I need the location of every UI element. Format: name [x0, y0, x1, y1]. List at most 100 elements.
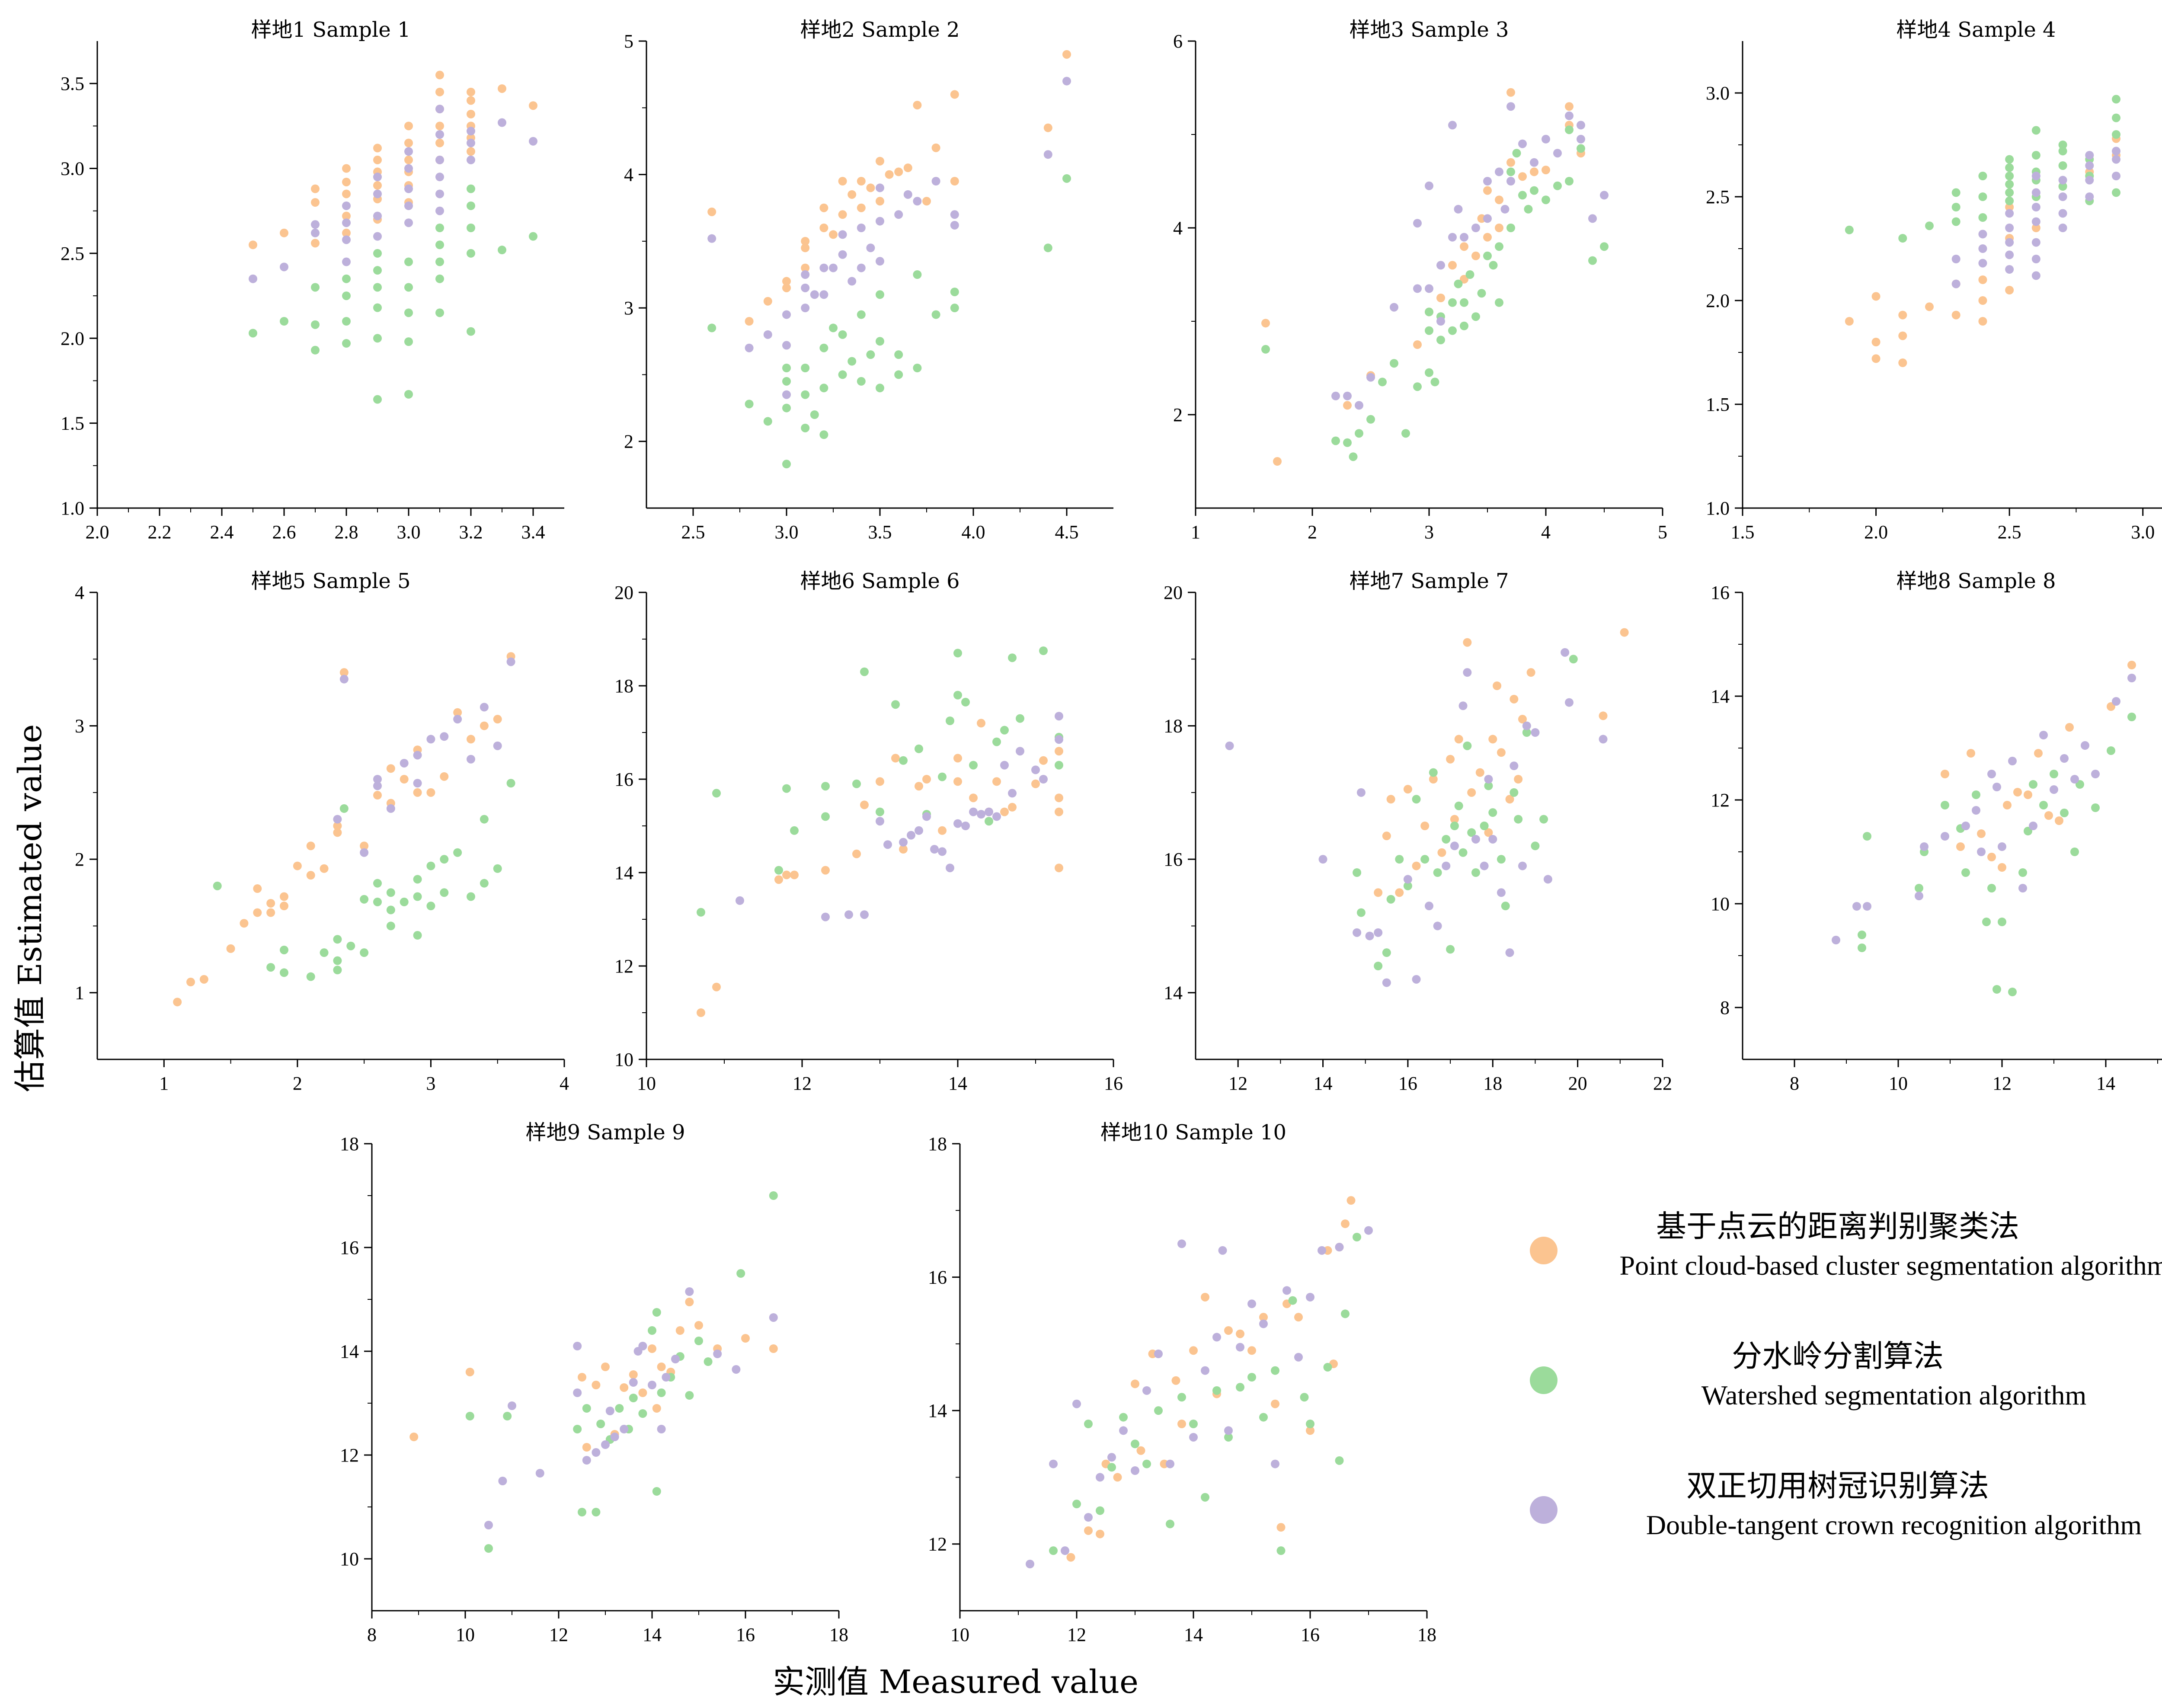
point-cluster: [1113, 1473, 1122, 1482]
point-double: [435, 130, 444, 139]
point-double: [950, 221, 959, 230]
point-double: [1043, 150, 1052, 159]
point-double: [435, 173, 444, 182]
point-watershed: [950, 304, 959, 313]
point-double: [1039, 775, 1048, 784]
point-double: [1247, 1299, 1256, 1308]
point-double: [404, 201, 413, 210]
point-cluster: [1495, 195, 1503, 205]
point-watershed: [1049, 1546, 1058, 1555]
point-cluster: [226, 944, 235, 953]
point-double: [467, 138, 475, 147]
point-cluster: [1261, 319, 1270, 328]
point-double: [769, 1313, 778, 1322]
point-cluster: [1484, 828, 1493, 837]
point-cluster: [977, 719, 985, 728]
point-cluster: [249, 240, 257, 249]
point-cluster: [2065, 723, 2074, 732]
point-watershed: [333, 956, 342, 965]
point-cluster: [1565, 102, 1574, 111]
point-double: [360, 848, 369, 857]
point-watershed: [1353, 868, 1362, 877]
point-watershed: [498, 246, 506, 255]
point-cluster: [1467, 788, 1476, 797]
point-double: [1366, 373, 1375, 382]
point-watershed: [1565, 177, 1574, 186]
point-watershed: [876, 384, 884, 393]
point-double: [2060, 754, 2069, 763]
y-tick-label: 5: [624, 31, 633, 52]
point-cluster: [306, 841, 315, 851]
point-double: [1553, 149, 1562, 158]
point-cluster: [838, 177, 847, 186]
point-double: [1941, 832, 1949, 841]
point-cluster: [953, 777, 962, 786]
point-double: [1062, 77, 1071, 86]
point-watershed: [1471, 868, 1480, 877]
point-double: [866, 243, 875, 253]
point-watershed: [1992, 985, 2001, 994]
point-cluster: [266, 899, 275, 908]
panel-title: 样地9 Sample 9: [525, 1120, 685, 1145]
point-cluster: [1599, 711, 1608, 720]
point-double: [1500, 205, 1510, 214]
y-tick-label: 14: [614, 862, 633, 883]
point-cluster: [1446, 755, 1455, 764]
point-cluster: [1956, 842, 1965, 851]
legend-label-cn-double: 双正切用树冠识别算法: [1686, 1468, 1989, 1503]
point-double: [1518, 139, 1527, 148]
x-tick-label: 4.5: [1055, 521, 1079, 543]
point-cluster: [293, 861, 302, 870]
point-double: [1259, 1319, 1268, 1328]
y-tick-label: 3: [75, 716, 84, 737]
legend-item-double: 双正切用树冠识别算法 Double-tangent crown recognit…: [1513, 1462, 2162, 1591]
x-tick-label: 14: [948, 1073, 967, 1094]
y-tick-label: 14: [1164, 982, 1183, 1004]
point-watershed: [373, 266, 382, 275]
point-cluster: [1526, 668, 1535, 677]
point-double: [1505, 948, 1514, 957]
point-cluster: [1871, 338, 1881, 346]
point-double: [844, 910, 853, 919]
point-double: [1565, 111, 1574, 120]
point-double: [1495, 167, 1503, 176]
point-double: [1318, 1246, 1326, 1255]
y-tick-label: 3.0: [1706, 83, 1730, 104]
point-cluster: [578, 1373, 586, 1382]
point-double: [629, 1378, 638, 1387]
point-watershed: [782, 784, 791, 793]
point-cluster: [1039, 756, 1048, 765]
point-watershed: [373, 283, 382, 292]
point-watershed: [2058, 161, 2067, 170]
point-double: [1236, 1343, 1244, 1352]
point-watershed: [2058, 182, 2067, 191]
point-double: [333, 815, 342, 824]
point-watershed: [685, 1391, 694, 1400]
point-double: [848, 277, 857, 286]
point-watershed: [1542, 195, 1550, 205]
point-watershed: [413, 875, 422, 884]
point-double: [2085, 151, 2094, 160]
point-watershed: [506, 779, 515, 788]
y-tick-label: 4: [1173, 217, 1183, 239]
point-cluster: [409, 1433, 419, 1441]
point-double: [913, 197, 922, 206]
point-double: [801, 270, 810, 279]
point-cluster: [2013, 788, 2022, 796]
point-double: [1442, 861, 1451, 870]
point-cluster: [467, 109, 475, 118]
point-watershed: [707, 323, 716, 333]
panel-title: 样地4 Sample 4: [1896, 18, 2056, 42]
point-double: [426, 735, 435, 744]
point-double: [1542, 134, 1550, 144]
point-watershed: [915, 744, 923, 753]
point-double: [1382, 978, 1391, 987]
point-watershed: [1356, 908, 1366, 917]
point-cluster: [582, 1443, 591, 1452]
x-tick-label: 10: [1889, 1073, 1908, 1094]
point-watershed: [629, 1394, 638, 1402]
point-double: [829, 263, 838, 272]
point-watershed: [1915, 884, 1923, 892]
point-watershed: [1465, 270, 1474, 279]
point-watershed: [2050, 770, 2058, 778]
